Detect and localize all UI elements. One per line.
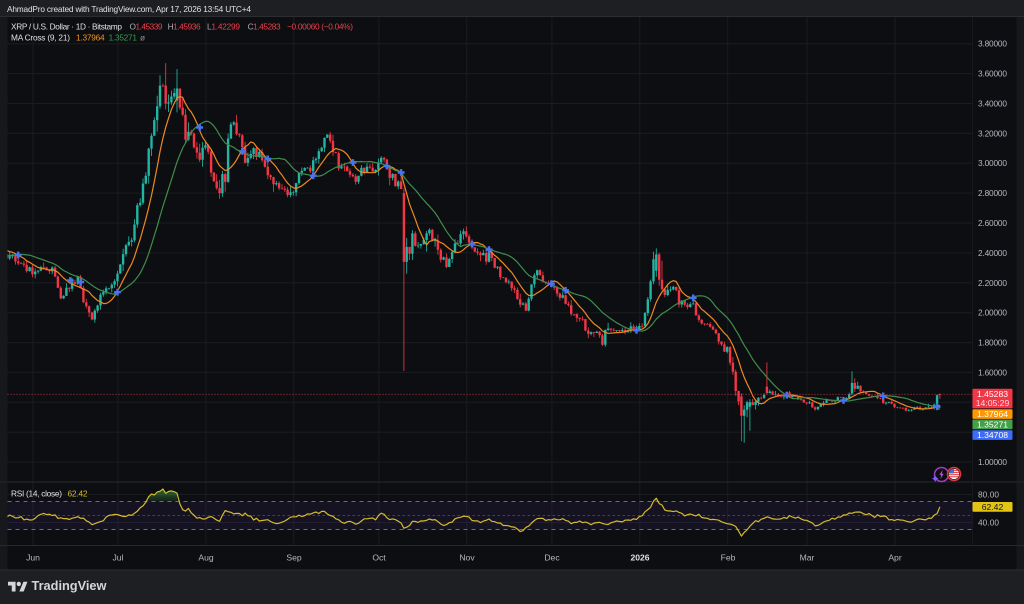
svg-text:Jun: Jun (26, 553, 40, 563)
svg-text:2.40000: 2.40000 (978, 248, 1007, 258)
svg-text:−0.00060 (−0.04%): −0.00060 (−0.04%) (287, 22, 353, 32)
svg-text:1.80000: 1.80000 (978, 338, 1007, 348)
svg-text:1.37964: 1.37964 (977, 409, 1008, 419)
svg-text:3.20000: 3.20000 (978, 128, 1007, 138)
svg-text:3.80000: 3.80000 (978, 39, 1007, 49)
svg-text:TradingView: TradingView (32, 578, 107, 593)
svg-text:14:05:29: 14:05:29 (976, 398, 1010, 408)
svg-text:1.60000: 1.60000 (978, 367, 1007, 377)
svg-text:MA Cross (9, 21): MA Cross (9, 21) (11, 33, 70, 43)
svg-text:3.60000: 3.60000 (978, 69, 1007, 79)
svg-text:ø: ø (140, 33, 145, 43)
svg-text:1.35271: 1.35271 (977, 419, 1008, 429)
svg-text:2.00000: 2.00000 (978, 308, 1007, 318)
svg-text:Dec: Dec (544, 553, 560, 563)
svg-text:AhmadPro created with TradingV: AhmadPro created with TradingView.com, A… (7, 4, 251, 14)
svg-text:3.00000: 3.00000 (978, 158, 1007, 168)
svg-text:62.42: 62.42 (68, 489, 88, 499)
svg-text:1.00000: 1.00000 (978, 457, 1007, 467)
svg-text:1.37964: 1.37964 (76, 33, 105, 43)
svg-text:2.80000: 2.80000 (978, 188, 1007, 198)
svg-text:O1.45339: O1.45339 (130, 22, 163, 32)
svg-text:80.00: 80.00 (978, 490, 999, 500)
svg-text:1.45283: 1.45283 (977, 389, 1008, 399)
svg-text:Jul: Jul (113, 553, 124, 563)
svg-text:Aug: Aug (198, 553, 214, 563)
svg-text:L1.42299: L1.42299 (207, 22, 240, 32)
svg-text:1.35271: 1.35271 (109, 33, 138, 43)
svg-text:Feb: Feb (721, 553, 736, 563)
svg-text:Apr: Apr (888, 553, 902, 563)
svg-text:3.40000: 3.40000 (978, 99, 1007, 109)
svg-text:C1.45283: C1.45283 (248, 22, 281, 32)
svg-text:2026: 2026 (630, 553, 649, 563)
svg-text:2.20000: 2.20000 (978, 278, 1007, 288)
svg-text:40.00: 40.00 (978, 518, 999, 528)
svg-text:Oct: Oct (372, 553, 386, 563)
svg-text:62.42: 62.42 (982, 502, 1004, 512)
svg-text:H1.45936: H1.45936 (168, 22, 201, 32)
svg-text:2.60000: 2.60000 (978, 218, 1007, 228)
svg-text:Sep: Sep (286, 553, 302, 563)
svg-text:Mar: Mar (800, 553, 815, 563)
svg-text:1.34708: 1.34708 (977, 430, 1008, 440)
svg-text:Nov: Nov (459, 553, 475, 563)
svg-text:XRP / U.S. Dollar · 1D · Bitst: XRP / U.S. Dollar · 1D · Bitstamp (11, 22, 122, 32)
svg-text:RSI (14, close): RSI (14, close) (11, 489, 62, 499)
